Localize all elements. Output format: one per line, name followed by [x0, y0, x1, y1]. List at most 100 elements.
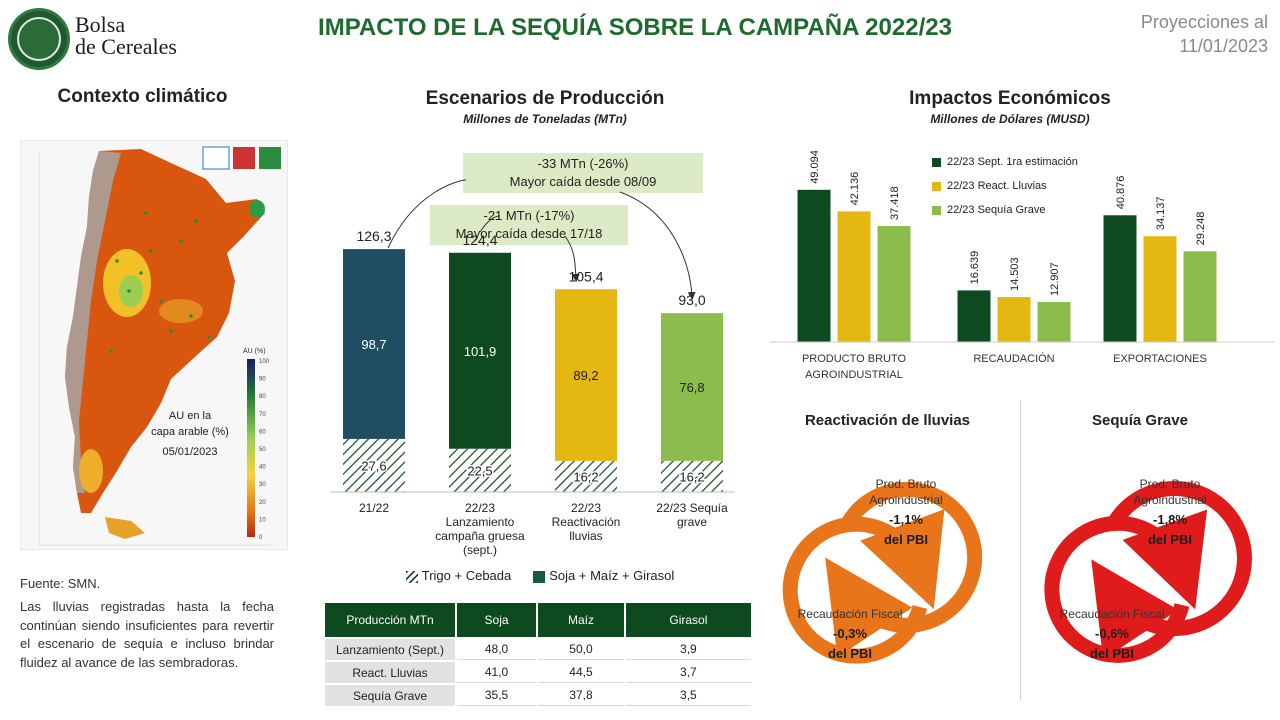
callout-drought-line2: Mayor caída desde 08/09 — [509, 174, 657, 189]
econ-category-label: PRODUCTO BRUTO — [802, 353, 907, 365]
table-row: Sequía Grave 35,5 37,8 3,5 — [325, 685, 751, 706]
bar-soy-corn-sunflower — [343, 249, 405, 439]
table-cell: 3,7 — [625, 662, 751, 683]
callout-drought: -33 MTn (-26%) Mayor caída desde 08/09 — [463, 153, 703, 193]
econ-bar — [1183, 251, 1217, 342]
economic-legend: 22/23 Sept. 1ra estimación 22/23 React. … — [932, 150, 1078, 222]
inta-logo — [233, 147, 255, 169]
drought-pbi-line1: Prod. Bruto — [1139, 477, 1201, 491]
economic-subtitle: Millones de Dólares (MUSD) — [930, 112, 1090, 126]
legend-swatch-soy — [533, 570, 546, 583]
arrow-drought-start — [387, 179, 467, 249]
econ-bar — [997, 297, 1031, 342]
econ-bar — [1037, 301, 1071, 342]
ring-drought-pbi — [1091, 481, 1252, 660]
category-label: lluvias — [569, 529, 602, 543]
bar-soy-corn-sunflower — [449, 252, 511, 449]
econ-bar-value: 29.248 — [1195, 212, 1207, 246]
bar-total-label: 105,4 — [568, 268, 603, 284]
moist-zone-misiones — [249, 200, 265, 218]
moist-zone-core — [119, 275, 143, 307]
econ-bar-value: 14.503 — [1009, 257, 1021, 291]
table-header: Maíz — [538, 603, 624, 637]
map-frame — [38, 151, 271, 546]
table-cell: React. Lluvias — [325, 662, 455, 683]
scale-tick-label: 100 — [259, 359, 270, 365]
production-title: Escenarios de Producción — [425, 88, 665, 109]
rains-fiscal-line1: Recaudación Fiscal — [797, 607, 903, 621]
table-cell: Lanzamiento (Sept.) — [325, 639, 455, 660]
soil-moisture-map: AU (%) 100 90 80 70 60 50 40 30 20 10 0 — [20, 140, 288, 550]
moist-zone-south — [79, 449, 103, 493]
scale-tick-label: 20 — [259, 500, 266, 506]
map-label-date: 05/01/2023 — [162, 446, 218, 458]
rains-fiscal-unit: del PBI — [827, 646, 873, 661]
map-annotation: AU en la capa arable (%) 05/01/2023 — [135, 408, 245, 460]
bar-value-label: 76,8 — [679, 380, 704, 395]
climate-title: Contexto climático — [57, 86, 228, 107]
legend-react-label: 22/23 React. Lluvias — [947, 180, 1047, 192]
table-cell: 3,9 — [625, 639, 751, 660]
category-label: Lanzamiento — [446, 515, 515, 529]
bolsa-logo-seal — [8, 8, 70, 70]
table-cell: 50,0 — [538, 639, 624, 660]
drought-fiscal-label: Recaudación Fiscal -0,6% del PBI — [1050, 606, 1174, 662]
category-label: 22/23 — [465, 501, 495, 515]
bar-value-label: 22,5 — [467, 463, 492, 478]
bar-value-label: 101,9 — [464, 344, 497, 359]
econ-bar-value: 16.639 — [969, 251, 981, 285]
legend-soy-label: Soja + Maíz + Girasol — [549, 568, 675, 583]
production-table: Producción MTn Soja Maíz Girasol Lanzami… — [323, 601, 753, 708]
bar-wheat-barley — [661, 460, 723, 492]
category-label: grave — [677, 515, 707, 529]
legend-swatch-sept — [932, 157, 941, 167]
legend-swatch-wheat — [405, 570, 418, 583]
page-title: IMPACTO DE LA SEQUÍA SOBRE LA CAMPAÑA 20… — [318, 14, 952, 41]
impact-rings — [782, 481, 1252, 664]
bar-value-label: 89,2 — [573, 368, 598, 383]
scale-tick-label: 70 — [259, 412, 266, 418]
scale-tick-label: 90 — [259, 377, 266, 383]
econ-category-label: EXPORTACIONES — [1113, 353, 1207, 365]
bar-value-label: 98,7 — [361, 337, 386, 352]
table-cell: 44,5 — [538, 662, 624, 683]
climate-description: Las lluvias registradas hasta la fecha c… — [20, 599, 274, 670]
bar-wheat-barley — [343, 438, 405, 492]
callout-rains-line1: -21 MTn (-17%) — [483, 208, 575, 223]
bar-value-label: 16,2 — [573, 469, 598, 484]
econ-bar-value: 40.876 — [1115, 176, 1127, 210]
drought-pbi-value: -1,8% — [1153, 512, 1187, 527]
callout-drought-line1: -33 MTn (-26%) — [537, 156, 629, 171]
category-label: 21/22 — [359, 501, 389, 515]
bar-wheat-barley — [555, 460, 617, 492]
econ-category-label: RECAUDACIÓN — [973, 352, 1054, 365]
fauba-logo — [259, 147, 281, 169]
econ-category-label: AGROINDUSTRIAL — [805, 369, 903, 381]
bar-wheat-barley — [449, 448, 511, 492]
legend-item-wheat: Trigo + Cebada — [405, 568, 511, 583]
map-scale-title: AU (%) — [243, 348, 266, 355]
bar-soy-corn-sunflower — [661, 313, 723, 461]
table-header: Soja — [457, 603, 537, 637]
drought-fiscal-value: -0,6% — [1095, 626, 1129, 641]
econ-bar — [1143, 236, 1177, 342]
scale-tick-label: 60 — [259, 429, 266, 435]
scale-tick-label: 40 — [259, 465, 266, 471]
econ-bar-value: 37.418 — [889, 186, 901, 220]
category-label: 22/23 Sequía — [656, 501, 728, 515]
projection-date: Proyecciones al 11/01/2023 — [1068, 10, 1268, 58]
bar-soy-corn-sunflower — [555, 289, 617, 461]
economic-title: Impactos Económicos — [909, 88, 1111, 109]
category-label: Reactivación — [552, 515, 621, 529]
econ-bar — [1103, 215, 1137, 342]
scale-tick-label: 0 — [259, 535, 263, 541]
argentina-mainland — [65, 149, 265, 513]
table-row: Lanzamiento (Sept.) 48,0 50,0 3,9 — [325, 639, 751, 660]
bar-value-label: 16,2 — [679, 469, 704, 484]
legend-swatch-drought — [932, 205, 941, 215]
table-cell: 41,0 — [457, 662, 537, 683]
bar-value-label: 27,6 — [361, 458, 386, 473]
legend-item-react: 22/23 React. Lluvias — [932, 174, 1078, 198]
ring-rains-fiscal — [782, 509, 945, 664]
